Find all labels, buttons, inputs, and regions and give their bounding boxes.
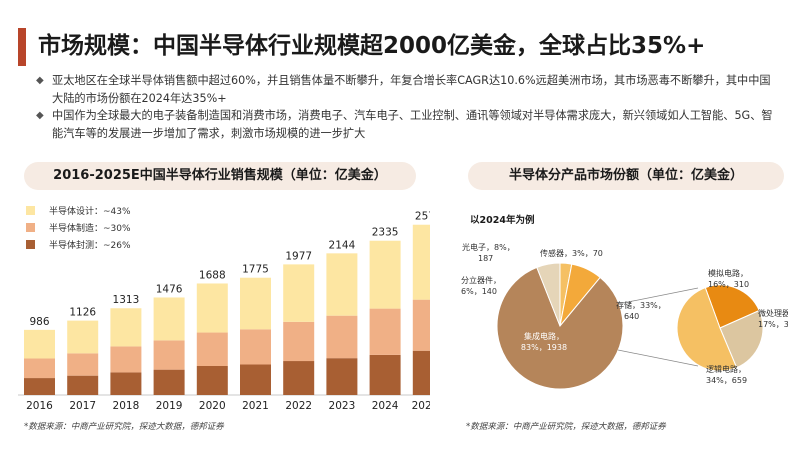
bar-segment — [153, 340, 185, 370]
bar-total-label: 1476 — [156, 283, 183, 295]
bar-segment — [369, 240, 401, 309]
bar-segment — [326, 253, 358, 316]
legend-swatch — [26, 206, 35, 215]
bar-total-label: 2144 — [329, 239, 356, 251]
legend-label: 半导体封测：~26% — [49, 241, 131, 251]
breakout-label: 16%，310 — [708, 280, 749, 289]
bar-segment — [240, 329, 271, 365]
bar-segment — [326, 315, 358, 359]
bullet-item: 中国作为全球最大的电子装备制造国和消费市场，消费电子、汽车电子、工业控制、通讯等… — [36, 107, 781, 142]
legend-item-packaging: 半导体封测：~26% — [26, 236, 131, 253]
bar-chart-legend: 半导体设计：~43% 半导体制造：~30% 半导体封测：~26% — [26, 202, 131, 253]
legend-item-manufacture: 半导体制造：~30% — [26, 219, 131, 236]
bar-segment — [110, 308, 142, 347]
bar-segment — [153, 369, 185, 395]
pie-slice-label: 集成电路， — [524, 331, 564, 341]
bar-total-label: 986 — [29, 316, 49, 328]
bar-segment — [24, 378, 55, 395]
pie-slice — [536, 262, 561, 327]
bar-segment — [110, 346, 142, 373]
pie-slice-label: 6%，140 — [461, 287, 497, 296]
pie-slice-label: 187 — [478, 254, 493, 263]
connector-line — [617, 349, 699, 367]
bar-segment — [240, 364, 271, 395]
pie-chart: 集成电路， 83%，1938 分立器件， 6%，140 光电子，8%， 187 传感器，3%… — [461, 242, 788, 390]
breakout-label: 34%，659 — [706, 376, 747, 385]
breakout-label: 模拟电路， — [708, 268, 748, 278]
bar-chart: 986 2016 1126 2017 1313 2018 1476 2019 1688 2020 1… — [18, 211, 430, 412]
bar-segment — [24, 358, 55, 379]
x-tick-label: 2021 — [242, 400, 269, 412]
pie-slice-label: 光电子，8%， — [462, 242, 515, 252]
bar-chart-source: *数据来源：中商产业研究院，探迹大数据，德邦证券 — [24, 422, 224, 432]
legend-swatch — [26, 223, 35, 232]
x-tick-label: 2016 — [26, 400, 53, 412]
x-tick-label: 2023 — [329, 400, 356, 412]
breakout-label: 逻辑电路， — [706, 364, 746, 374]
pie-slice-label: 传感器，3%，70 — [540, 248, 603, 258]
legend-label: 半导体设计：~43% — [49, 207, 131, 217]
bar-segment — [412, 299, 430, 351]
bar-segment — [67, 375, 99, 395]
bar-segment — [283, 264, 315, 322]
bar-segment — [67, 320, 99, 354]
bullet-item: 亚太地区在全球半导体销售额中超过60%，并且销售体量不断攀升，年复合增长率CAG… — [36, 72, 781, 107]
breakout-label: 17%，329 — [758, 320, 788, 329]
bar-segment — [283, 321, 315, 362]
breakout-slice — [704, 284, 760, 329]
pie-slice — [496, 266, 624, 390]
breakout-label: 微处理器， — [758, 308, 788, 318]
page-title: 市场规模：中国半导体行业规模超2000亿美金，全球占比35%+ — [38, 33, 706, 59]
x-tick-label: 2022 — [285, 400, 312, 412]
bar-chart-title: 2016-2025E中国半导体行业销售规模（单位：亿美金） — [24, 162, 416, 190]
pie-slice-label: 83%，1938 — [521, 343, 567, 352]
bullet-list: 亚太地区在全球半导体销售额中超过60%，并且销售体量不断攀升，年复合增长率CAG… — [36, 72, 781, 142]
x-tick-label: 2025E — [412, 400, 430, 412]
bar-segment — [326, 358, 358, 395]
bar-segment — [412, 350, 430, 395]
pie-chart-subtitle: 以2024年为例 — [470, 215, 535, 226]
bar-segment — [240, 277, 271, 330]
bar-segment — [67, 353, 99, 376]
pie-slice-label: 分立器件， — [461, 275, 501, 285]
bar-total-label: 1688 — [199, 269, 226, 281]
x-tick-label: 2018 — [113, 400, 140, 412]
bar-total-label: 1126 — [69, 307, 96, 319]
breakout-label: 640 — [624, 312, 639, 321]
bar-total-label: 2335 — [372, 227, 399, 239]
bar-segment — [196, 283, 228, 333]
breakout-label: 存储，33%， — [616, 300, 666, 310]
bar-segment — [369, 354, 401, 395]
legend-label: 半导体制造：~30% — [49, 224, 131, 234]
bar-segment — [153, 297, 185, 341]
legend-item-design: 半导体设计：~43% — [26, 202, 131, 219]
x-tick-label: 2017 — [69, 400, 96, 412]
bar-total-label: 2577 — [415, 211, 430, 223]
bar-total-label: 1313 — [113, 294, 140, 306]
title-accent-bar — [18, 28, 26, 66]
bar-segment — [283, 361, 315, 395]
x-tick-label: 2024 — [372, 400, 399, 412]
legend-swatch — [26, 240, 35, 249]
bar-segment — [110, 372, 142, 395]
bar-segment — [196, 332, 228, 367]
bar-segment — [196, 366, 228, 395]
bar-total-label: 1775 — [242, 264, 269, 276]
breakout-slice — [676, 286, 738, 372]
bar-segment — [412, 224, 430, 300]
pie-chart-source: *数据来源：中商产业研究院，探迹大数据，德邦证券 — [466, 422, 666, 432]
connector-line — [617, 287, 699, 305]
bar-segment — [369, 308, 401, 355]
pie-chart-title: 半导体分产品市场份额（单位：亿美金） — [468, 162, 784, 190]
x-tick-label: 2020 — [199, 400, 226, 412]
bar-segment — [24, 329, 55, 359]
bar-total-label: 1977 — [285, 250, 312, 262]
x-tick-label: 2019 — [156, 400, 183, 412]
